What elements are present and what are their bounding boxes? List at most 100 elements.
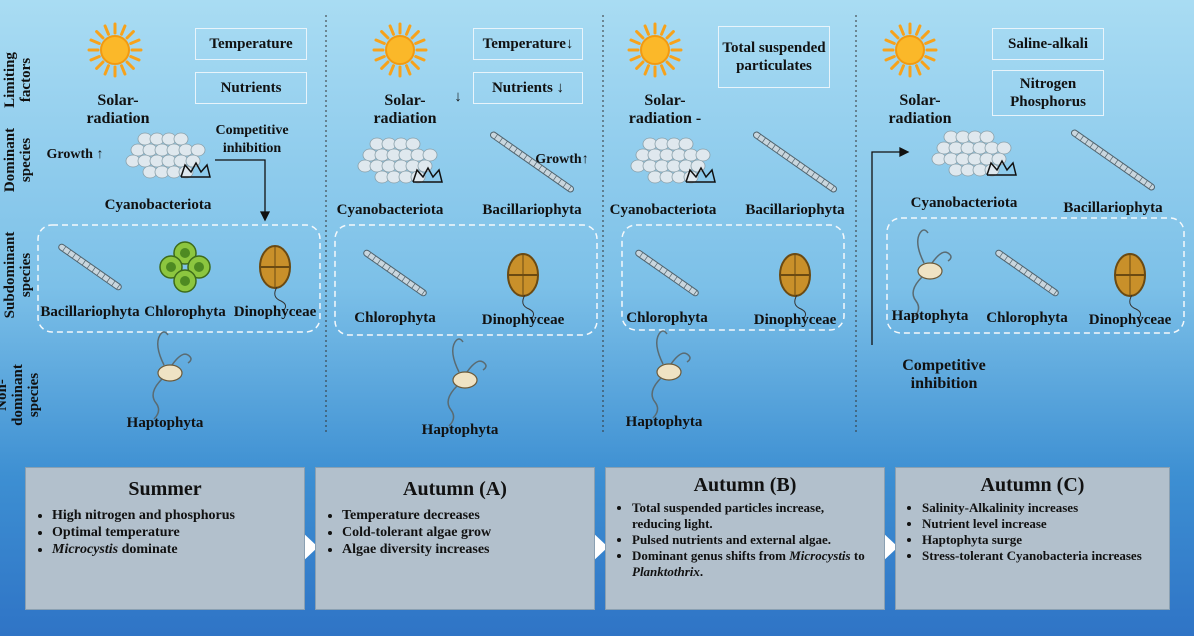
cyanobacteria-icon [357, 137, 443, 184]
factor-box: Temperature↓ [473, 28, 583, 60]
row-label: Non-dominant species [0, 364, 42, 426]
sun-icon [372, 22, 428, 78]
bullet-text: Dominant genus shifts from [632, 548, 790, 563]
factor-box: Nutrients ↓ [473, 72, 583, 104]
bullet: Stress-tolerant Cyanobacteria increases [922, 548, 1161, 564]
subdominant-box [621, 224, 845, 331]
season-title: Autumn (B) [693, 474, 797, 496]
haptophyta-icon [447, 338, 487, 427]
dominant-species: Cyanobacteriota [910, 195, 1018, 211]
sun-icon [87, 22, 143, 78]
subdominant-species: Chlorophyta [626, 310, 708, 326]
bullet-text: dominate [118, 542, 178, 557]
sun-label: Solar-radiation [373, 92, 437, 127]
subdominant-box [886, 217, 1185, 334]
bullet-list: Temperature decreasesCold-tolerant algae… [324, 507, 586, 558]
non-dominant-species: Haptophyta [421, 422, 499, 438]
dinophyceae-icon [779, 253, 811, 320]
season-box: Autumn (B) Total suspended particles incr… [605, 467, 885, 610]
diatom-icon [363, 249, 427, 297]
dominant-species: Cyanobacteriota [336, 202, 444, 218]
subdominant-species: Dinophyceae [481, 312, 565, 328]
non-dominant-species: Haptophyta [126, 415, 204, 431]
dinophyceae-icon [259, 245, 291, 312]
season-title: Summer [128, 478, 202, 500]
row-label: Limiting factors [2, 52, 34, 108]
dinophyceae-icon [1114, 253, 1146, 320]
annotation: Competitive inhibition [902, 357, 986, 392]
haptophyta-icon [152, 331, 192, 420]
bullet: Dominant genus shifts from Microcystis t… [632, 548, 876, 580]
diatom-icon [635, 249, 699, 297]
dominant-species: Bacillariophyta [482, 202, 582, 218]
subdominant-species: Dinophyceae [1088, 312, 1172, 328]
sun-label: Solar-radiation [86, 92, 150, 127]
sun-label: Solar-radiation [888, 92, 952, 127]
bullet-list: High nitrogen and phosphorusOptimal temp… [34, 507, 296, 558]
bullet: Total suspended particles increase, redu… [632, 500, 876, 532]
bullet: Microcystis dominate [52, 541, 296, 558]
subdominant-species: Chlorophyta [144, 304, 226, 320]
dominant-species: Bacillariophyta [1063, 200, 1163, 216]
sun-label: Solar-radiation - [628, 92, 702, 127]
subdominant-species: Dinophyceae [753, 312, 837, 328]
factor-box: Temperature [195, 28, 307, 60]
dinophyceae-icon [507, 253, 539, 320]
chlorophyta-icon [159, 241, 211, 293]
dominant-species: Bacillariophyta [745, 202, 845, 218]
bullet: Algae diversity increases [342, 541, 586, 558]
factor-box: Saline-alkali [992, 28, 1104, 60]
bullet-list: Total suspended particles increase, redu… [614, 500, 876, 580]
season-box: Autumn (C) Salinity-Alkalinity increasesN… [895, 467, 1170, 610]
annotation: Growth ↑ [46, 147, 104, 162]
diatom-icon [752, 131, 838, 193]
sun-icon [882, 22, 938, 78]
bullet: Nutrient level increase [922, 516, 1161, 532]
row-label: Subdominant species [2, 231, 34, 319]
subdominant-species: Dinophyceae [233, 304, 317, 320]
subdominant-species: Chlorophyta [986, 310, 1068, 326]
factor-box: Nitrogen Phosphorus [992, 70, 1104, 116]
sun-arrow: ↓ [454, 89, 462, 105]
subdominant-species: Chlorophyta [354, 310, 436, 326]
diatom-icon [489, 131, 575, 193]
factor-box: Total suspended particulates [718, 26, 830, 88]
bullet: High nitrogen and phosphorus [52, 507, 296, 524]
diatom-icon [58, 243, 122, 291]
haptophyta-icon [651, 330, 691, 419]
subdominant-species: Haptophyta [891, 308, 969, 324]
subdominant-species: Bacillariophyta [40, 304, 140, 320]
factor-box: Nutrients [195, 72, 307, 104]
diatom-icon [1070, 129, 1156, 191]
dominant-species: Cyanobacteriota [609, 202, 717, 218]
season-box: Autumn (A) Temperature decreasesCold-tole… [315, 467, 595, 610]
cyanobacteria-icon [630, 137, 716, 184]
bullet: Haptophyta surge [922, 532, 1161, 548]
sun-icon [627, 22, 683, 78]
bullet-text: Microcystis [789, 548, 851, 563]
annotation: Competitive inhibition [215, 123, 289, 156]
bullet-text: Planktothrix [632, 564, 700, 579]
bullet-text: Microcystis [52, 542, 119, 557]
annotation: Growth↑ [535, 152, 589, 167]
haptophyta-icon [912, 229, 952, 318]
subdominant-box [37, 224, 321, 333]
bullet-text: . [699, 564, 704, 579]
bullet: Temperature decreases [342, 507, 586, 524]
diatom-icon [995, 249, 1059, 297]
season-title: Autumn (A) [403, 478, 507, 500]
dominant-species: Cyanobacteriota [104, 197, 212, 213]
bullet: Salinity-Alkalinity increases [922, 500, 1161, 516]
bullet: Cold-tolerant algae grow [342, 524, 586, 541]
bullet: Pulsed nutrients and external algae. [632, 532, 876, 548]
season-title: Autumn (C) [980, 474, 1085, 496]
bullet: Optimal temperature [52, 524, 296, 541]
bullet-text: to [850, 548, 865, 563]
bullet-list: Salinity-Alkalinity increasesNutrient le… [904, 500, 1161, 564]
cyanobacteria-icon [931, 130, 1017, 177]
cyanobacteria-icon [125, 132, 211, 179]
season-box: Summer High nitrogen and phosphorusOptima… [25, 467, 305, 610]
non-dominant-species: Haptophyta [625, 414, 703, 430]
